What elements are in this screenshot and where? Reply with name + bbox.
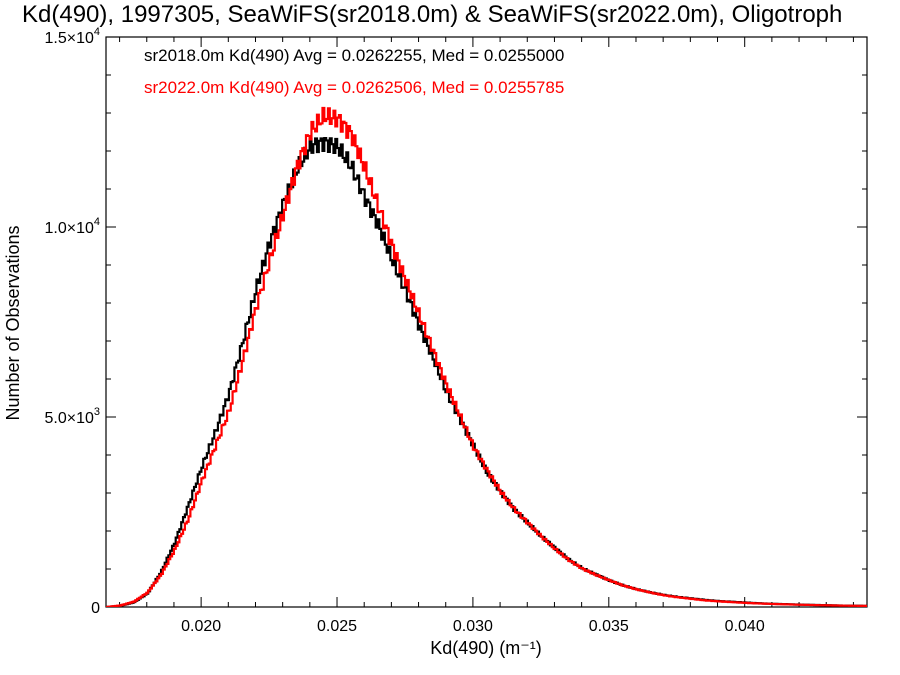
series-line-1 [106,106,867,607]
x-tick-label: 0.040 [725,618,765,635]
y-tick-label: 1.0×104 [44,216,100,237]
legend-entry-sr2022: sr2022.0m Kd(490) Avg = 0.0262506, Med =… [144,78,564,97]
y-axis-label: Number of Observations [3,225,23,420]
x-tick-label: 0.035 [589,618,629,635]
x-axis-label: Kd(490) (m⁻¹) [430,638,542,658]
series-line-0 [106,137,867,607]
x-tick-label: 0.030 [453,618,493,635]
data-series [106,106,867,607]
x-tick-label: 0.025 [317,618,357,635]
y-tick-label: 5.0×103 [44,406,100,427]
plot-frame [105,36,868,608]
y-tick-label: 1.5×104 [44,26,100,47]
chart-title: Kd(490), 1997305, SeaWiFS(sr2018.0m) & S… [22,1,842,28]
x-tick-label: 0.020 [181,618,221,635]
legend-entry-sr2018: sr2018.0m Kd(490) Avg = 0.0262255, Med =… [144,46,564,65]
y-tick-label: 0 [91,600,100,617]
axes: 0.020 0.025 0.030 0.035 0.040 0 5.0×103 1.0×104… [44,26,868,635]
